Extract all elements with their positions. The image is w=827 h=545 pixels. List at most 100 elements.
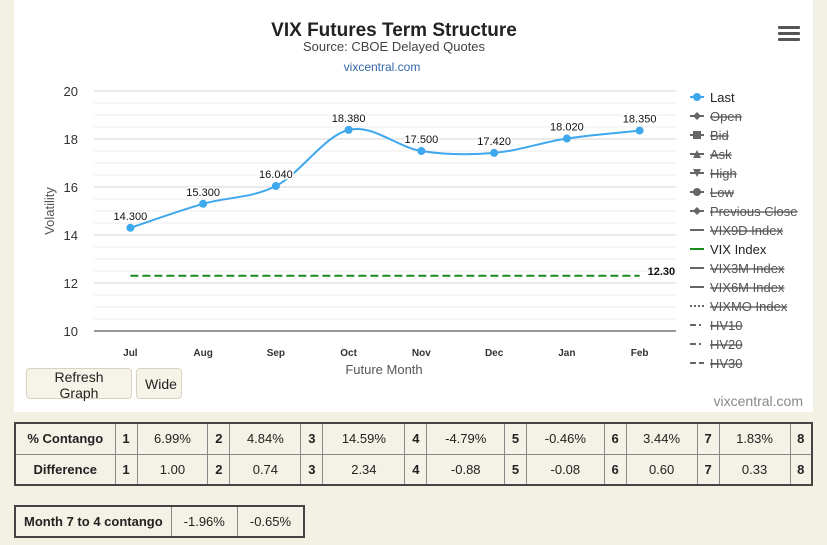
difference-label: Difference <box>14 453 116 486</box>
legend-marker-diamond <box>693 207 701 215</box>
month7-to-4-table: Month 7 to 4 contango -1.96% -0.65% <box>14 505 306 538</box>
legend-item[interactable]: VIXMO Index <box>690 299 788 314</box>
last-data-label: 18.380 <box>332 113 366 125</box>
legend-marker-circle <box>693 93 701 101</box>
legend-label: VIX6M Index <box>710 280 785 295</box>
difference-value: 0.74 <box>229 453 302 486</box>
contango-value: -0.46% <box>526 422 605 455</box>
month7-to-4-value-1: -1.96% <box>170 505 238 538</box>
legend-item[interactable]: VIX Index <box>690 242 767 257</box>
legend-label: High <box>710 166 737 181</box>
y-tick-label: 18 <box>64 132 78 147</box>
x-tick-label: Feb <box>631 348 649 359</box>
legend-marker-diamond <box>693 112 701 120</box>
last-data-label: 15.300 <box>186 187 220 199</box>
x-axis-title: Future Month <box>345 362 422 377</box>
contango-month-num: 7 <box>696 422 720 455</box>
contango-month-num: 3 <box>300 422 324 455</box>
term-structure-chart: 10 12 14 16 18 20 Jul Aug Sep Oct Nov Dec Jan Feb 14.… <box>42 20 797 377</box>
last-data-point <box>490 148 499 157</box>
last-data-label: 14.300 <box>114 211 148 223</box>
month7-to-4-value-2: -0.65% <box>236 505 305 538</box>
chart-title: VIX Futures Term Structure <box>271 20 517 41</box>
difference-value: 2.34 <box>322 453 406 486</box>
legend-item[interactable]: High <box>690 166 737 181</box>
contango-value: 4.84% <box>229 422 302 455</box>
contango-value: -4.79% <box>426 422 506 455</box>
contango-value: 1.83% <box>718 422 791 455</box>
legend-item[interactable]: VIX9D Index <box>690 223 783 238</box>
legend-label: Low <box>710 185 734 200</box>
legend-label: VIXMO Index <box>710 299 788 314</box>
last-data-point <box>635 126 644 135</box>
chart-menu-button[interactable] <box>778 26 800 44</box>
last-data-label: 17.500 <box>405 134 439 146</box>
legend-item[interactable]: Ask <box>690 147 732 162</box>
legend-item[interactable]: Open <box>690 109 742 124</box>
legend-item[interactable]: Previous Close <box>690 204 797 219</box>
difference-month-num: 5 <box>504 453 528 486</box>
refresh-graph-button[interactable]: Refresh Graph <box>26 368 132 401</box>
y-tick-label: 12 <box>64 276 78 291</box>
contango-value: 6.99% <box>136 422 209 455</box>
legend-item[interactable]: VIX6M Index <box>690 280 785 295</box>
last-data-label: 18.350 <box>623 114 657 126</box>
legend-label: Open <box>710 109 742 124</box>
legend-item[interactable]: Bid <box>690 128 729 143</box>
x-tick-label: Aug <box>193 348 212 359</box>
legend-label: VIX Index <box>710 242 767 257</box>
last-data-label: 16.040 <box>259 169 293 181</box>
x-tick-label: Dec <box>485 348 504 359</box>
y-tick-label: 14 <box>64 228 78 243</box>
last-data-label: 17.420 <box>477 136 511 148</box>
x-tick-label: Nov <box>412 348 431 359</box>
legend-label: VIX9D Index <box>710 223 783 238</box>
contango-table: % Contango 1 6.99% 2 4.84% 3 14.59% 4 -4… <box>14 422 813 486</box>
legend-item[interactable]: HV10 <box>690 318 743 333</box>
x-tick-label: Jan <box>558 348 575 359</box>
x-tick-label: Sep <box>267 348 285 359</box>
difference-month-num: 1 <box>114 453 138 486</box>
legend-label: VIX3M Index <box>710 261 785 276</box>
legend-item[interactable]: VIX3M Index <box>690 261 785 276</box>
legend-label: HV20 <box>710 337 743 352</box>
legend-item[interactable]: Last <box>690 90 735 105</box>
y-tick-label: 16 <box>64 180 78 195</box>
month7-to-4-label: Month 7 to 4 contango <box>14 505 172 538</box>
difference-month-num: 7 <box>696 453 720 486</box>
last-data-point <box>417 147 426 155</box>
wide-button[interactable]: Wide <box>136 368 182 399</box>
watermark-credit[interactable]: vixcentral.com <box>713 393 803 409</box>
difference-value: -0.88 <box>426 453 506 486</box>
last-data-point <box>199 199 208 208</box>
contango-month-num: 6 <box>603 422 627 455</box>
last-series-line <box>130 127 640 229</box>
x-tick-label: Jul <box>123 348 138 359</box>
difference-row: Difference 1 1.00 2 0.74 3 2.34 4 -0.88 … <box>14 453 813 486</box>
difference-value: 0.60 <box>625 453 698 486</box>
difference-month-num: 6 <box>603 453 627 486</box>
legend-marker-circle <box>693 188 701 196</box>
chart-subtitle: Source: CBOE Delayed Quotes <box>303 39 486 54</box>
legend-label: Ask <box>710 147 732 162</box>
difference-value: -0.08 <box>526 453 605 486</box>
month7-to-4-row: Month 7 to 4 contango -1.96% -0.65% <box>14 505 305 538</box>
legend-item[interactable]: HV20 <box>690 337 743 352</box>
difference-month-num: 4 <box>404 453 428 486</box>
legend-item[interactable]: HV30 <box>690 356 743 371</box>
legend-label: HV10 <box>710 318 743 333</box>
legend-item[interactable]: Low <box>690 185 734 200</box>
last-data-point <box>344 125 353 134</box>
contango-row: % Contango 1 6.99% 2 4.84% 3 14.59% 4 -4… <box>14 422 813 455</box>
chart-credit-top[interactable]: vixcentral.com <box>344 60 421 74</box>
contango-label: % Contango <box>14 422 116 455</box>
y-tick-label: 10 <box>64 324 78 339</box>
chart-panel: 10 12 14 16 18 20 Jul Aug Sep Oct Nov Dec Jan Feb 14.… <box>14 0 813 412</box>
vix-index-label: 12.30 <box>648 266 676 278</box>
last-data-point <box>271 182 280 191</box>
contango-month-num: 4 <box>404 422 428 455</box>
y-axis-title: Volatility <box>42 187 57 235</box>
contango-month-num: 5 <box>504 422 528 455</box>
contango-month-num: 1 <box>114 422 138 455</box>
legend-label: Previous Close <box>710 204 797 219</box>
